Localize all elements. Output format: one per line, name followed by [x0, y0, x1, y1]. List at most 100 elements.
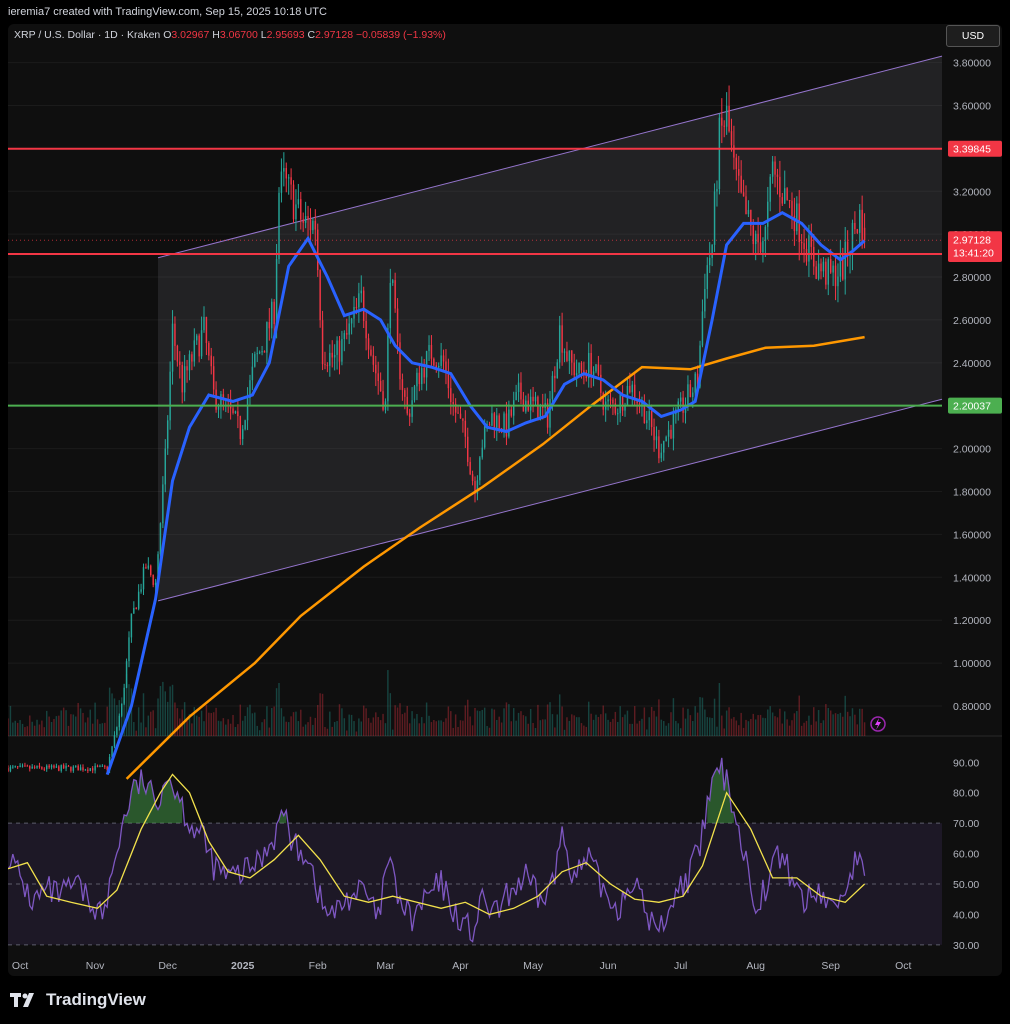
brand-name: TradingView: [46, 990, 146, 1009]
currency-button[interactable]: USD: [946, 25, 1000, 47]
candle-body: [861, 209, 863, 246]
volume-bar: [817, 710, 820, 736]
volume-bar: [730, 718, 733, 736]
volume-bar: [379, 720, 382, 736]
rsi-tick-label: 70.00: [953, 818, 979, 830]
volume-bar: [808, 715, 810, 736]
volume-bar: [554, 727, 556, 736]
candle-body: [341, 339, 343, 362]
volume-bar: [251, 713, 254, 736]
volume-bar: [372, 717, 375, 736]
volume-bar: [396, 707, 399, 736]
volume-bar: [597, 717, 600, 736]
volume-bar: [96, 719, 99, 736]
candle-body: [742, 192, 745, 197]
candle-body: [551, 375, 554, 399]
volume-bar: [711, 717, 713, 736]
volume-bar: [99, 723, 101, 736]
volume-bar: [295, 711, 297, 736]
candle-body: [244, 420, 246, 430]
candle-body: [154, 582, 157, 585]
candle-body: [33, 766, 36, 768]
volume-bar: [430, 722, 433, 736]
candle-body: [287, 177, 290, 179]
volume-bar: [580, 723, 583, 736]
candle-body: [505, 413, 508, 437]
candle-body: [75, 765, 77, 767]
candle-body: [440, 355, 442, 366]
candle-body: [515, 392, 517, 401]
candle-body: [246, 398, 249, 421]
volume-bar: [43, 727, 46, 736]
candle-body: [568, 350, 571, 361]
candle-body: [718, 117, 721, 190]
volume-bar: [290, 716, 292, 736]
volume-bar: [820, 722, 822, 736]
volume-bar: [779, 708, 781, 736]
volume-bar: [723, 728, 725, 736]
volume-bar: [273, 706, 275, 736]
volume-bar: [135, 730, 137, 736]
candle-body: [152, 575, 154, 585]
volume-bar: [278, 682, 280, 736]
candle-body: [813, 246, 815, 267]
volume-bar: [515, 720, 517, 736]
candle-body: [655, 436, 658, 441]
volume-bar: [667, 723, 670, 736]
price-tick-label: 1.40000: [953, 572, 991, 584]
volume-bar: [532, 722, 534, 736]
volume-bar: [353, 721, 355, 736]
volume-bar: [261, 722, 263, 736]
volume-bar: [725, 710, 728, 736]
volume-bar: [805, 720, 808, 736]
volume-bar: [641, 718, 643, 736]
volume-bar: [546, 704, 549, 736]
volume-bar: [370, 722, 372, 736]
candle-body: [72, 766, 75, 771]
candle-body: [750, 209, 752, 226]
volume-bar: [745, 719, 747, 736]
chart-canvas[interactable]: 3.800003.600003.400003.200003.000002.800…: [8, 24, 1002, 976]
candle-body: [442, 355, 445, 362]
price-tick-label: 0.80000: [953, 701, 991, 713]
volume-bar: [423, 723, 425, 736]
volume-bar: [759, 714, 762, 736]
volume-bar: [377, 717, 379, 736]
symbol-label[interactable]: XRP / U.S. Dollar · 1D · Kraken: [14, 29, 161, 41]
volume-bar: [525, 716, 527, 736]
candle-body: [358, 293, 360, 308]
candle-body: [450, 388, 452, 403]
volume-bar: [309, 716, 312, 736]
volume-bar: [791, 720, 793, 736]
candle-body: [437, 365, 440, 368]
level-badge-label: 3.39845: [953, 144, 991, 156]
volume-bar: [767, 709, 769, 736]
volume-bar: [300, 709, 302, 736]
volume-bar: [215, 707, 217, 736]
volume-bar: [752, 713, 754, 736]
candle-body: [595, 364, 597, 372]
candle-body: [421, 368, 423, 385]
volume-bar: [658, 699, 660, 736]
candle-body: [580, 362, 583, 371]
candle-body: [91, 768, 94, 771]
candle-body: [776, 174, 779, 177]
candle-body: [326, 365, 329, 367]
candle-body: [300, 199, 302, 220]
volume-bar: [810, 724, 813, 736]
volume-bar: [186, 720, 188, 736]
candle-body: [26, 765, 29, 767]
candle-body: [273, 301, 275, 325]
level-badge-label: 2.20037: [953, 401, 991, 413]
volume-bar: [771, 712, 774, 736]
candle-body: [278, 192, 280, 260]
volume-bar: [575, 717, 578, 736]
volume-bar: [254, 712, 256, 736]
volume-bar: [157, 698, 159, 736]
candle-body: [312, 220, 314, 231]
time-tick-label: Aug: [746, 960, 765, 972]
candle-body: [774, 161, 776, 175]
candle-body: [346, 333, 348, 335]
candle-body: [561, 325, 563, 353]
volume-bar: [244, 715, 246, 736]
